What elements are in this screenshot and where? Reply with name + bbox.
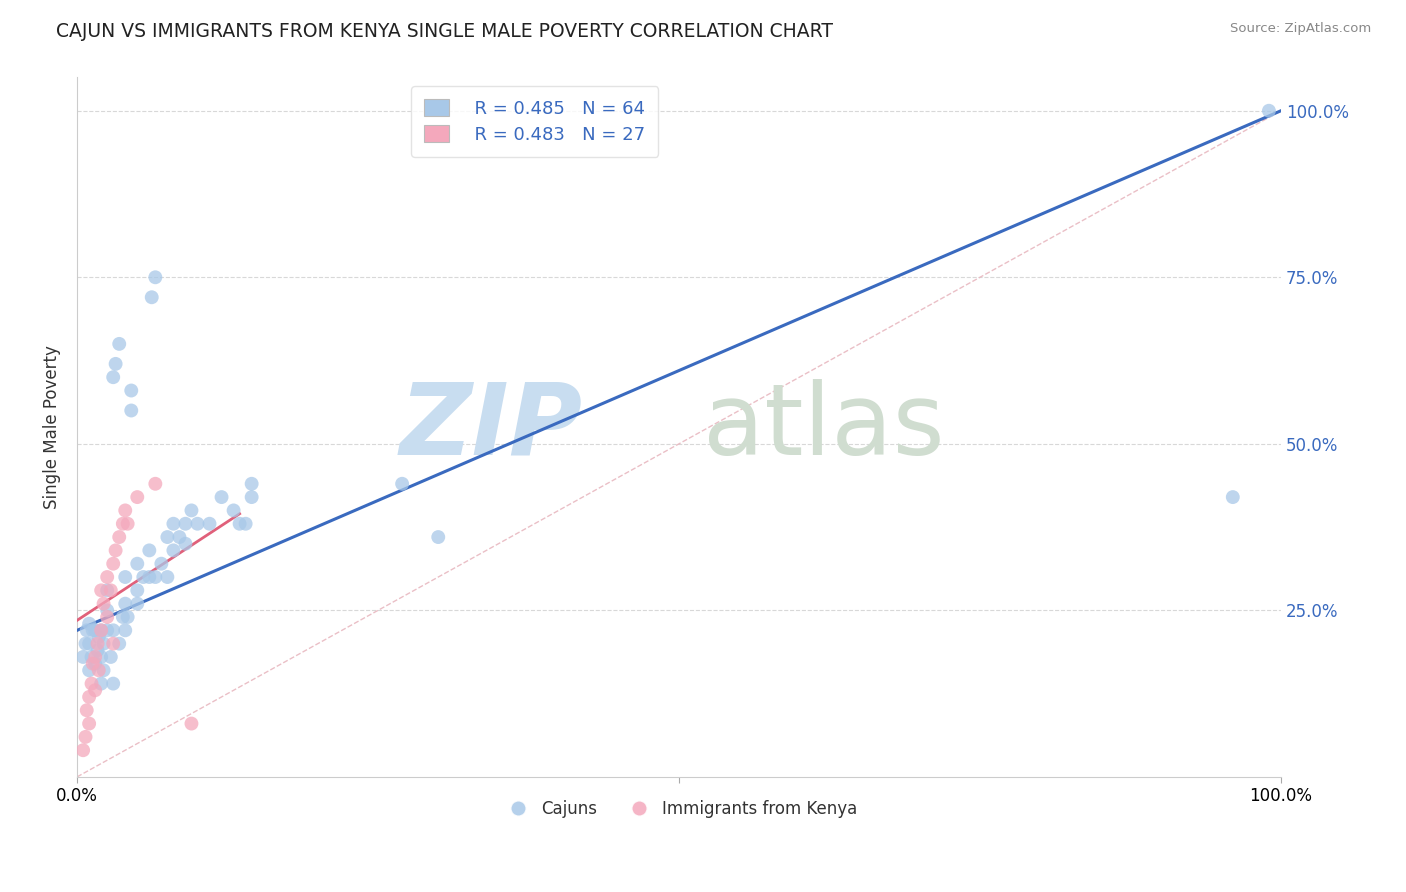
Point — [76, 624, 98, 638]
Point — [96, 624, 118, 638]
Point — [80, 676, 103, 690]
Point — [240, 490, 263, 504]
Point — [93, 637, 115, 651]
Point — [90, 583, 112, 598]
Point — [162, 543, 184, 558]
Point — [143, 570, 166, 584]
Point — [127, 597, 149, 611]
Point — [108, 637, 131, 651]
Point — [1258, 103, 1281, 118]
Point — [156, 570, 179, 584]
Point — [96, 610, 118, 624]
Point — [87, 630, 110, 644]
Point — [120, 384, 142, 398]
Point — [174, 516, 197, 531]
Point — [90, 650, 112, 665]
Point — [111, 516, 134, 531]
Point — [198, 516, 221, 531]
Point — [96, 603, 118, 617]
Point — [80, 650, 103, 665]
Point — [93, 597, 115, 611]
Point — [82, 624, 104, 638]
Point — [180, 503, 202, 517]
Point — [127, 557, 149, 571]
Point — [104, 543, 127, 558]
Point — [162, 516, 184, 531]
Point — [77, 616, 100, 631]
Point — [169, 530, 191, 544]
Point — [90, 624, 112, 638]
Point — [108, 530, 131, 544]
Point — [228, 516, 250, 531]
Point — [174, 537, 197, 551]
Point — [117, 516, 139, 531]
Point — [82, 657, 104, 671]
Point — [77, 690, 100, 704]
Point — [180, 716, 202, 731]
Point — [120, 403, 142, 417]
Point — [211, 490, 233, 504]
Point — [138, 570, 160, 584]
Point — [114, 597, 136, 611]
Point — [186, 516, 208, 531]
Point — [103, 557, 125, 571]
Text: ZIP: ZIP — [399, 378, 582, 475]
Y-axis label: Single Male Poverty: Single Male Poverty — [44, 345, 60, 509]
Point — [150, 557, 173, 571]
Point — [84, 657, 107, 671]
Point — [427, 530, 450, 544]
Point — [240, 476, 263, 491]
Point — [86, 637, 108, 651]
Point — [127, 583, 149, 598]
Legend: Cajuns, Immigrants from Kenya: Cajuns, Immigrants from Kenya — [495, 793, 863, 824]
Point — [103, 676, 125, 690]
Point — [1222, 490, 1244, 504]
Point — [222, 503, 245, 517]
Point — [111, 610, 134, 624]
Point — [104, 357, 127, 371]
Point — [75, 637, 97, 651]
Point — [114, 503, 136, 517]
Point — [235, 516, 257, 531]
Point — [114, 570, 136, 584]
Point — [143, 476, 166, 491]
Point — [132, 570, 155, 584]
Point — [391, 476, 413, 491]
Point — [138, 543, 160, 558]
Point — [100, 583, 122, 598]
Point — [86, 643, 108, 657]
Text: Source: ZipAtlas.com: Source: ZipAtlas.com — [1230, 22, 1371, 36]
Point — [77, 663, 100, 677]
Point — [117, 610, 139, 624]
Point — [100, 650, 122, 665]
Point — [93, 663, 115, 677]
Point — [141, 290, 163, 304]
Point — [76, 703, 98, 717]
Point — [108, 337, 131, 351]
Point — [114, 624, 136, 638]
Point — [84, 650, 107, 665]
Point — [72, 650, 94, 665]
Point — [72, 743, 94, 757]
Point — [96, 570, 118, 584]
Point — [96, 583, 118, 598]
Point — [156, 530, 179, 544]
Point — [103, 637, 125, 651]
Point — [87, 663, 110, 677]
Point — [127, 490, 149, 504]
Point — [84, 624, 107, 638]
Point — [90, 676, 112, 690]
Text: atlas: atlas — [703, 378, 945, 475]
Point — [84, 683, 107, 698]
Point — [75, 730, 97, 744]
Point — [103, 370, 125, 384]
Point — [90, 624, 112, 638]
Point — [143, 270, 166, 285]
Point — [103, 624, 125, 638]
Point — [77, 716, 100, 731]
Point — [77, 637, 100, 651]
Text: CAJUN VS IMMIGRANTS FROM KENYA SINGLE MALE POVERTY CORRELATION CHART: CAJUN VS IMMIGRANTS FROM KENYA SINGLE MA… — [56, 22, 834, 41]
